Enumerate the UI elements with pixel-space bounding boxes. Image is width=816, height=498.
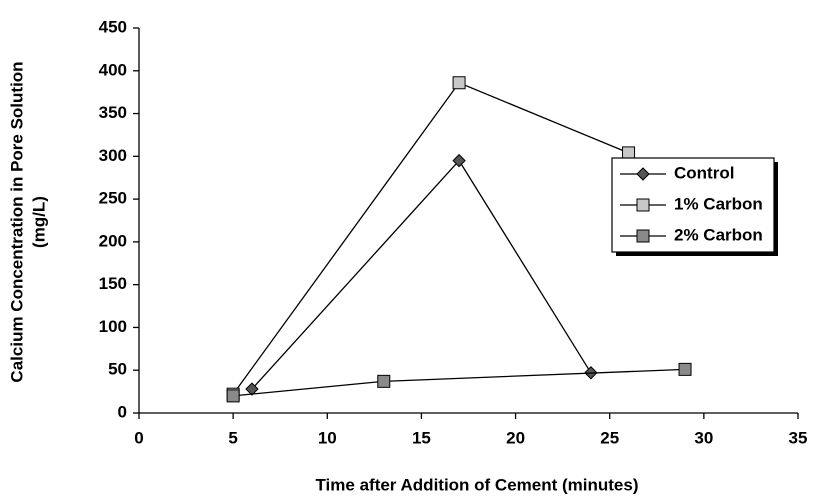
marker <box>452 153 466 168</box>
y-tick-label: 350 <box>99 103 127 122</box>
y-tick-label: 150 <box>99 274 127 293</box>
y-axis-title: Calcium Concentration in Pore Solution <box>7 61 26 382</box>
y-tick-label: 100 <box>99 317 127 336</box>
marker <box>636 198 650 212</box>
x-tick-label: 35 <box>789 428 808 447</box>
series-line <box>232 81 629 395</box>
x-tick-label: 10 <box>318 428 337 447</box>
y-tick-label: 400 <box>99 60 127 79</box>
series-line <box>251 159 592 390</box>
marker <box>636 229 650 243</box>
marker <box>226 389 240 403</box>
y-tick-label: 50 <box>108 360 127 379</box>
marker <box>622 146 636 160</box>
x-tick-label: 20 <box>506 428 525 447</box>
x-axis-title: Time after Addition of Cement (minutes) <box>315 475 638 494</box>
legend-label: 2% Carbon <box>674 225 763 244</box>
marker <box>377 374 391 388</box>
series-line <box>233 368 686 397</box>
y-tick-label: 250 <box>99 189 127 208</box>
legend-label: 1% Carbon <box>674 194 763 213</box>
y-tick-label: 450 <box>99 17 127 36</box>
marker <box>452 76 466 90</box>
x-tick-label: 25 <box>600 428 619 447</box>
y-tick-label: 200 <box>99 231 127 250</box>
y-tick-label: 0 <box>118 402 127 421</box>
legend-label: Control <box>674 163 734 182</box>
x-tick-label: 30 <box>694 428 713 447</box>
x-tick-label: 15 <box>412 428 431 447</box>
y-axis-title: (mg/L) <box>29 196 48 248</box>
y-tick-label: 300 <box>99 146 127 165</box>
marker <box>678 362 692 376</box>
marker <box>245 382 259 396</box>
x-tick-label: 5 <box>228 428 237 447</box>
x-tick-label: 0 <box>134 428 143 447</box>
marker <box>636 167 650 181</box>
